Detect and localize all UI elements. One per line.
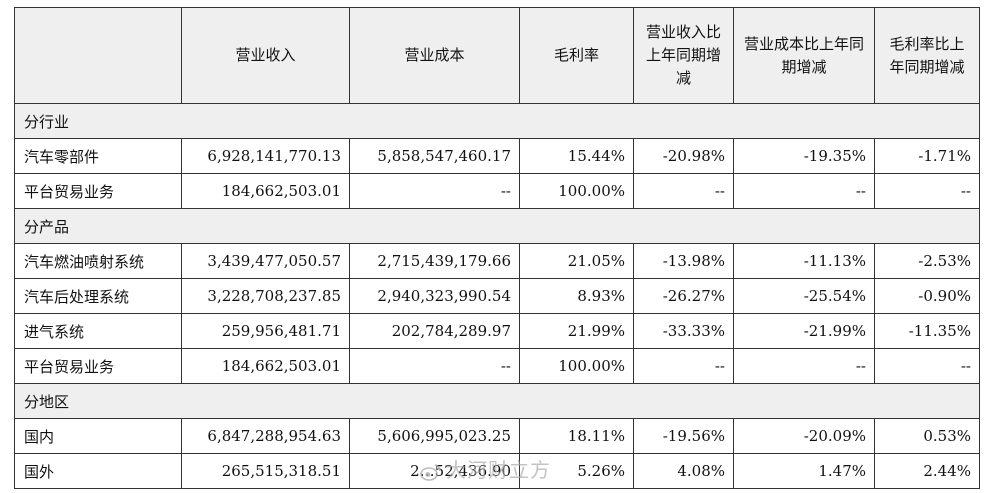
section-title: 分行业 (14, 103, 980, 139)
cost-change-cell: 1.47% (733, 453, 875, 489)
rev-change-cell: -26.27% (633, 278, 734, 314)
cost-cell: -- (349, 348, 520, 384)
header-cell: 营业成本 (349, 7, 520, 104)
cost-change-cell: -- (733, 348, 875, 384)
table-row: 进气系统 259,956,481.71 202,784,289.97 21.99… (14, 313, 980, 349)
row-label: 汽车零部件 (14, 138, 182, 174)
header-row: 营业收入 营业成本 毛利率 营业收入比上年同期增减 营业成本比上年同期增减 毛利… (14, 7, 980, 104)
row-label: 平台贸易业务 (14, 173, 182, 209)
rev-change-cell: -19.56% (633, 418, 734, 454)
margin-change-cell: -0.90% (874, 278, 980, 314)
rev-change-cell: -33.33% (633, 313, 734, 349)
section-title: 分产品 (14, 208, 980, 244)
section-row: 分产品 (14, 208, 980, 244)
table-row: 汽车燃油喷射系统 3,439,477,050.57 2,715,439,179.… (14, 243, 980, 279)
cost-cell: 202,784,289.97 (349, 313, 520, 349)
revenue-cell: 6,847,288,954.63 (181, 418, 350, 454)
margin-change-cell: 0.53% (874, 418, 980, 454)
table-row: 国外 265,515,318.51 2…52,436.90 5.26% 4.08… (14, 453, 980, 489)
margin-change-cell: -- (874, 173, 980, 209)
margin-cell: 21.99% (519, 313, 634, 349)
cost-change-cell: -21.99% (733, 313, 875, 349)
header-cell: 毛利率比上年同期增减 (874, 7, 980, 104)
row-label: 国外 (14, 453, 182, 489)
margin-cell: 18.11% (519, 418, 634, 454)
section-row: 分行业 (14, 103, 980, 139)
row-label: 平台贸易业务 (14, 348, 182, 384)
weibo-logo-icon (420, 463, 441, 481)
row-label: 汽车燃油喷射系统 (14, 243, 182, 279)
section-title: 分地区 (14, 383, 980, 419)
margin-change-cell: -- (874, 348, 980, 384)
row-label: 进气系统 (14, 313, 182, 349)
revenue-cell: 6,928,141,770.13 (181, 138, 350, 174)
margin-change-cell: -2.53% (874, 243, 980, 279)
margin-cell: 5.26% (519, 453, 634, 489)
revenue-cell: 184,662,503.01 (181, 348, 350, 384)
row-label: 汽车后处理系统 (14, 278, 182, 314)
cost-change-cell: -11.13% (733, 243, 875, 279)
margin-cell: 100.00% (519, 173, 634, 209)
financial-table: 营业收入 营业成本 毛利率 营业收入比上年同期增减 营业成本比上年同期增减 毛利… (14, 7, 980, 489)
rev-change-cell: -13.98% (633, 243, 734, 279)
row-label: 国内 (14, 418, 182, 454)
cost-cell: 2,715,439,179.66 (349, 243, 520, 279)
header-cell: 营业收入 (181, 7, 350, 104)
cost-change-cell: -19.35% (733, 138, 875, 174)
revenue-cell: 3,439,477,050.57 (181, 243, 350, 279)
section-row: 分地区 (14, 383, 980, 419)
header-cell (14, 7, 182, 104)
revenue-cell: 259,956,481.71 (181, 313, 350, 349)
watermark-text: 大河财立方 (446, 458, 551, 482)
table-row: 国内 6,847,288,954.63 5,606,995,023.25 18.… (14, 418, 980, 454)
table-row: 汽车后处理系统 3,228,708,237.85 2,940,323,990.5… (14, 278, 980, 314)
revenue-cell: 265,515,318.51 (181, 453, 350, 489)
table-row: 汽车零部件 6,928,141,770.13 5,858,547,460.17 … (14, 138, 980, 174)
table-row: 平台贸易业务 184,662,503.01 -- 100.00% -- -- -… (14, 173, 980, 209)
cost-cell: 2,940,323,990.54 (349, 278, 520, 314)
rev-change-cell: -- (633, 348, 734, 384)
cost-change-cell: -- (733, 173, 875, 209)
rev-change-cell: -20.98% (633, 138, 734, 174)
table-row: 平台贸易业务 184,662,503.01 -- 100.00% -- -- -… (14, 348, 980, 384)
revenue-cell: 184,662,503.01 (181, 173, 350, 209)
cost-cell: -- (349, 173, 520, 209)
cost-cell: 5,858,547,460.17 (349, 138, 520, 174)
cost-change-cell: -20.09% (733, 418, 875, 454)
watermark: 大河财立方 (420, 454, 551, 483)
revenue-cell: 3,228,708,237.85 (181, 278, 350, 314)
header-cell: 营业收入比上年同期增减 (633, 7, 734, 104)
margin-change-cell: 2.44% (874, 453, 980, 489)
cost-cell: 5,606,995,023.25 (349, 418, 520, 454)
margin-cell: 100.00% (519, 348, 634, 384)
margin-change-cell: -11.35% (874, 313, 980, 349)
margin-cell: 21.05% (519, 243, 634, 279)
margin-cell: 8.93% (519, 278, 634, 314)
cost-change-cell: -25.54% (733, 278, 875, 314)
header-cell: 毛利率 (519, 7, 634, 104)
rev-change-cell: -- (633, 173, 734, 209)
rev-change-cell: 4.08% (633, 453, 734, 489)
margin-cell: 15.44% (519, 138, 634, 174)
header-cell: 营业成本比上年同期增减 (733, 7, 875, 104)
margin-change-cell: -1.71% (874, 138, 980, 174)
